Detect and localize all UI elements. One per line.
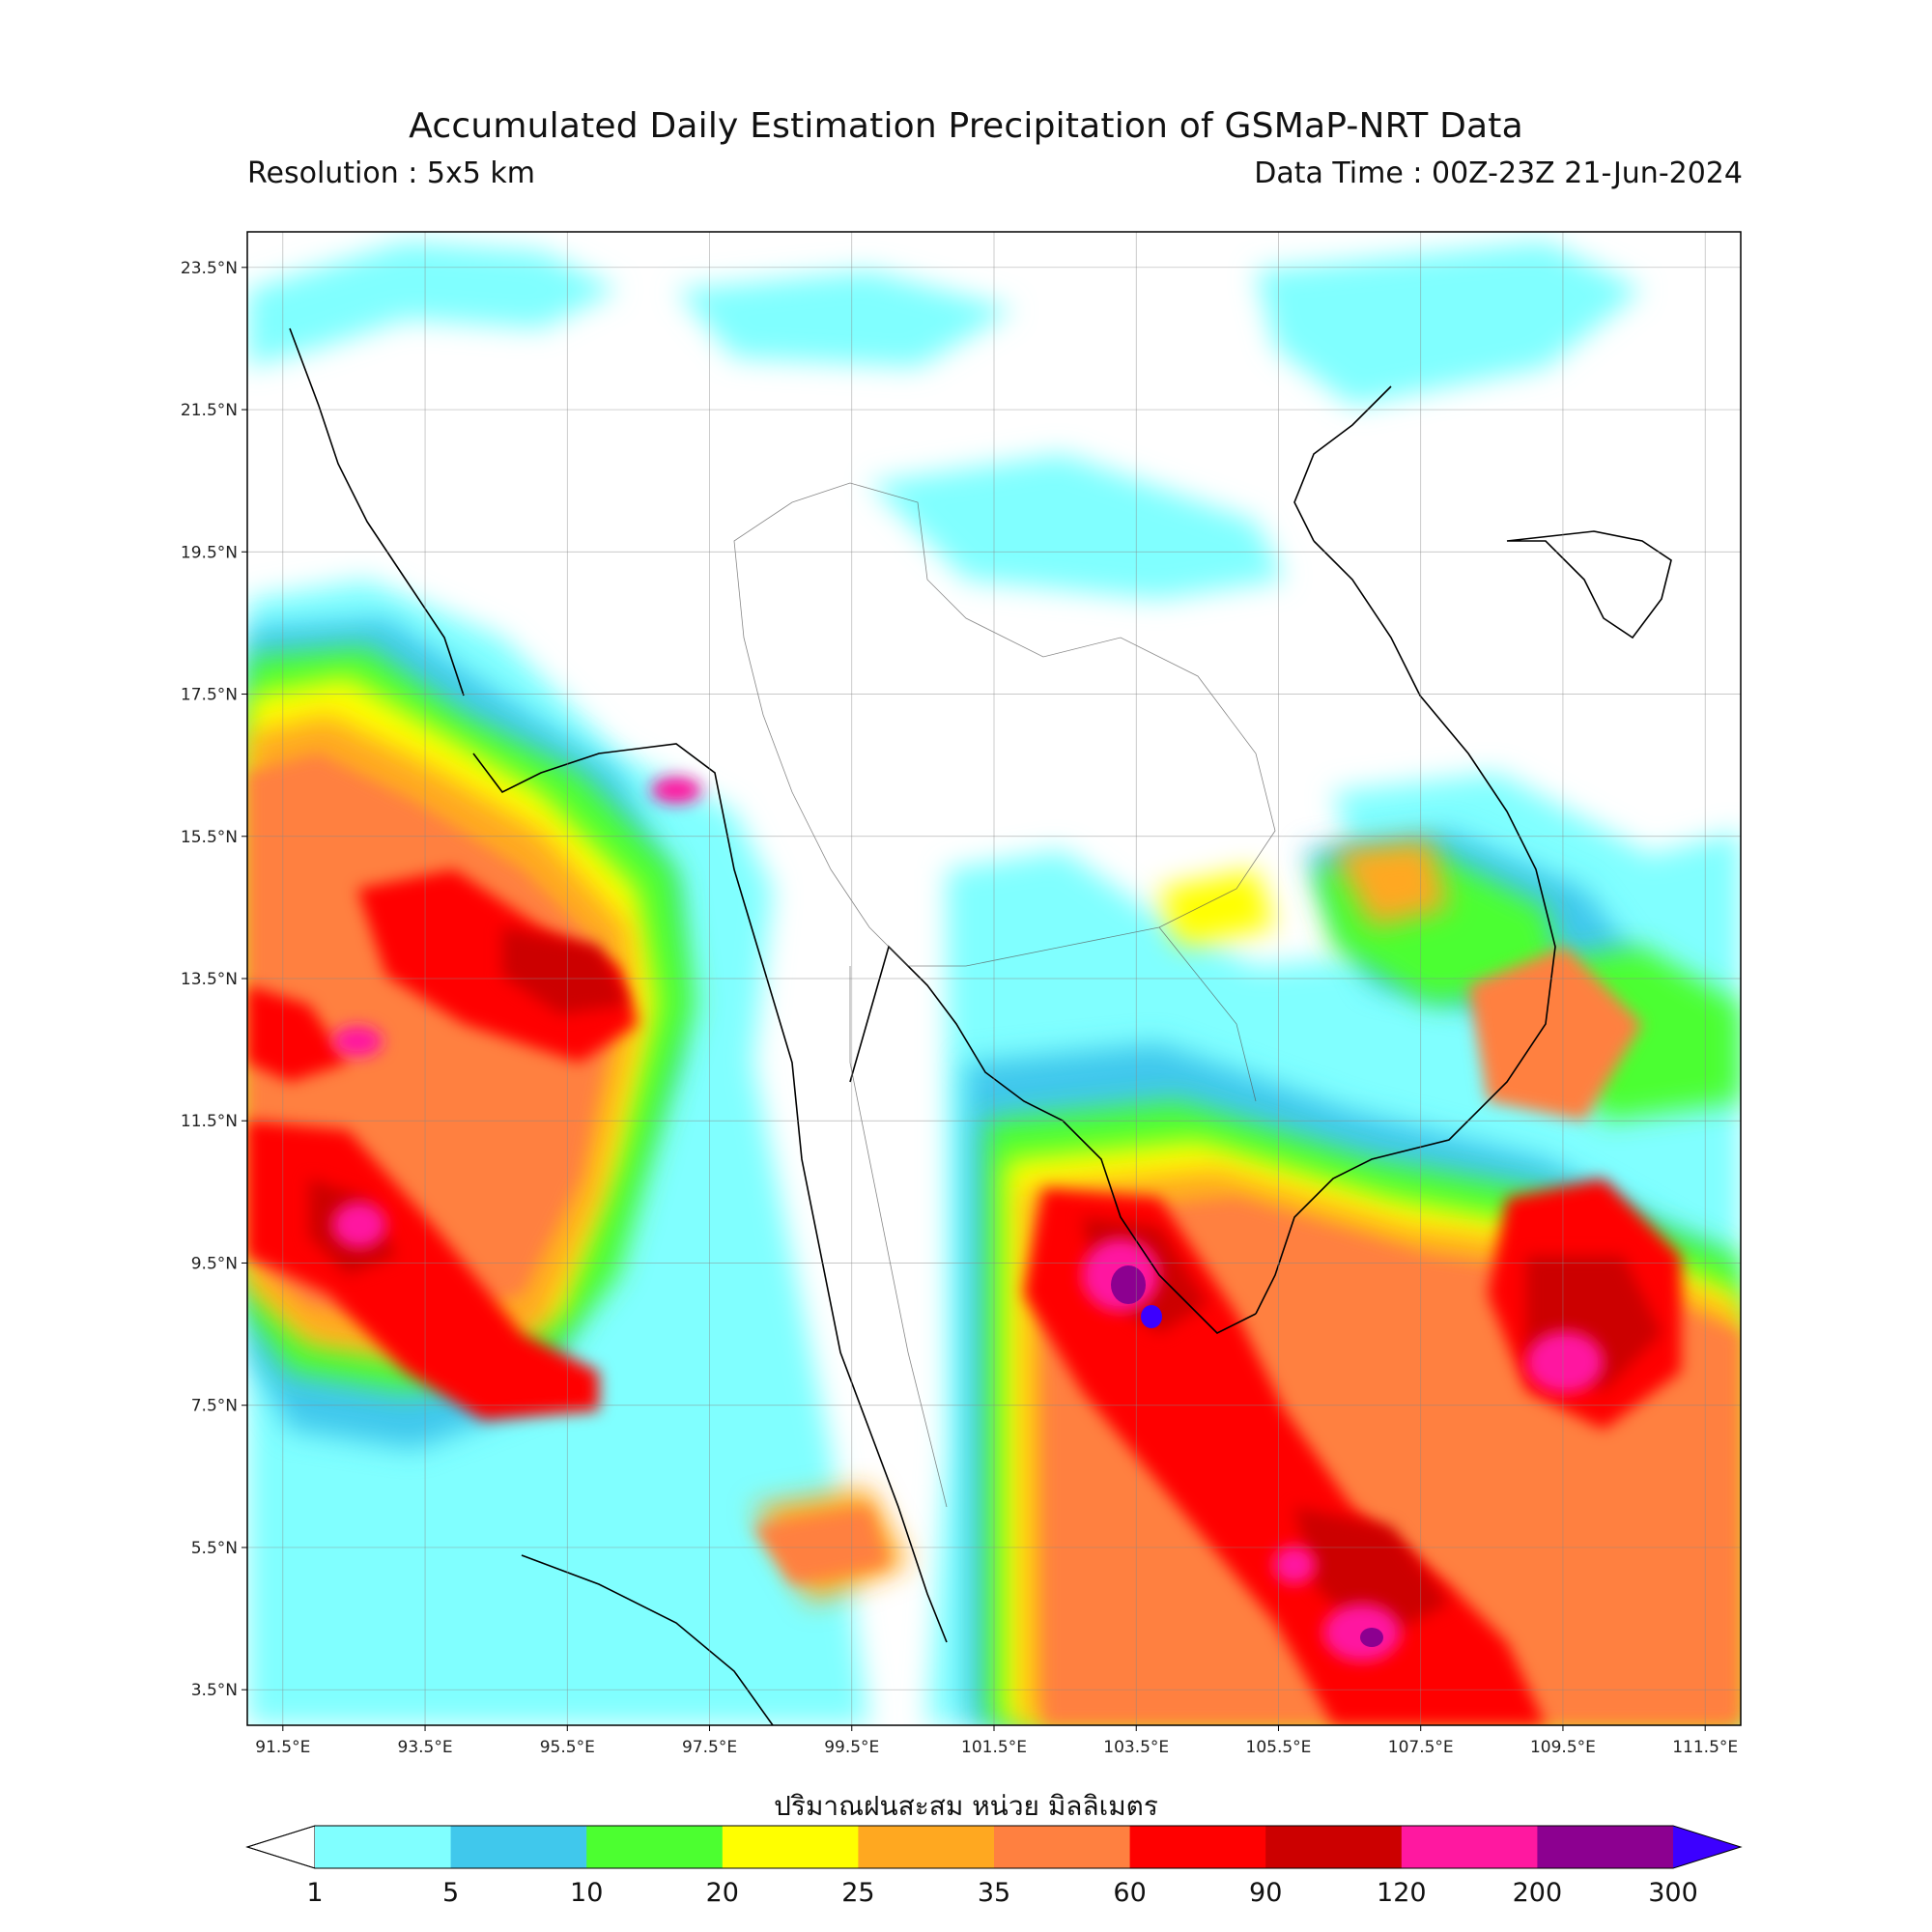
- lat-tick-label: 9.5°N: [191, 1254, 238, 1273]
- colorbar-labels: 1 5 10 20 25 35 60 90 120 200 300: [306, 1878, 1697, 1908]
- admin-boundaries: [733, 482, 1276, 1508]
- lon-tick-label: 105.5°E: [1246, 1738, 1312, 1757]
- colorbar-tick-label: 60: [1113, 1878, 1146, 1908]
- colorbar-swatch: [722, 1826, 859, 1868]
- colorbar-over-arrow: [1673, 1826, 1741, 1868]
- colorbar-tick-label: 20: [706, 1878, 739, 1908]
- colorbar-swatch: [586, 1826, 724, 1868]
- lat-tick-label: 21.5°N: [181, 401, 238, 420]
- latitude-labels: 23.5°N 21.5°N 19.5°N 17.5°N 15.5°N 13.5°N 11.5…: [181, 259, 247, 1700]
- lon-tick-label: 103.5°E: [1103, 1738, 1169, 1757]
- lon-tick-label: 97.5°E: [682, 1738, 737, 1757]
- colorbar-swatch: [1401, 1826, 1538, 1868]
- colorbar-swatch: [994, 1826, 1131, 1868]
- colorbar-swatch: [1129, 1826, 1266, 1868]
- colorbar-outline: [245, 1825, 1743, 1869]
- lat-tick-label: 19.5°N: [181, 543, 238, 562]
- colorbar-tick-label: 120: [1377, 1878, 1427, 1908]
- graticule: [247, 232, 1741, 1725]
- lon-tick-label: 99.5°E: [824, 1738, 879, 1757]
- colorbar-tick-label: 35: [978, 1878, 1010, 1908]
- colorbar-tick-label: 1: [306, 1878, 323, 1908]
- lat-tick-label: 7.5°N: [191, 1397, 238, 1416]
- data-time-label: Data Time : 00Z-23Z 21-Jun-2024: [1254, 156, 1743, 190]
- colorbar-tick-label: 25: [841, 1878, 874, 1908]
- resolution-label: Resolution : 5x5 km: [247, 156, 535, 190]
- colorbar-swatch: [315, 1826, 452, 1868]
- lon-tick-label: 109.5°E: [1530, 1738, 1596, 1757]
- lat-tick-label: 13.5°N: [181, 970, 238, 989]
- lat-tick-label: 23.5°N: [181, 259, 238, 278]
- colorbar-under-arrow: [245, 1825, 316, 1869]
- longitude-labels: 91.5°E 93.5°E 95.5°E 97.5°E 99.5°E 101.5°E 103…: [255, 1725, 1738, 1757]
- colorbar: [245, 1825, 1743, 1869]
- lat-tick-label: 3.5°N: [191, 1681, 238, 1700]
- colorbar-tick-label: 90: [1249, 1878, 1282, 1908]
- colorbar-swatch: [1265, 1826, 1403, 1868]
- colorbar-swatch: [858, 1826, 995, 1868]
- colorbar-title: ปริมาณฝนสะสม หน่วย มิลลิเมตร: [774, 1790, 1158, 1822]
- lat-tick-label: 5.5°N: [191, 1539, 238, 1558]
- lon-tick-label: 91.5°E: [255, 1738, 310, 1757]
- colorbar-tick-label: 200: [1513, 1878, 1563, 1908]
- lon-tick-label: 107.5°E: [1388, 1738, 1454, 1757]
- lon-tick-label: 95.5°E: [540, 1738, 595, 1757]
- colorbar-tick-label: 300: [1648, 1878, 1698, 1908]
- colorbar-swatch: [1537, 1826, 1674, 1868]
- colorbar-tick-label: 5: [442, 1878, 459, 1908]
- colorbar-swatch: [450, 1826, 587, 1868]
- lat-tick-label: 17.5°N: [181, 686, 238, 705]
- lon-tick-label: 101.5°E: [961, 1738, 1027, 1757]
- lat-tick-label: 15.5°N: [181, 828, 238, 847]
- lon-tick-label: 111.5°E: [1672, 1738, 1738, 1757]
- lat-tick-label: 11.5°N: [181, 1112, 238, 1131]
- lon-tick-label: 93.5°E: [398, 1738, 453, 1757]
- map-title: Accumulated Daily Estimation Precipitati…: [409, 106, 1523, 146]
- colorbar-tick-label: 10: [570, 1878, 603, 1908]
